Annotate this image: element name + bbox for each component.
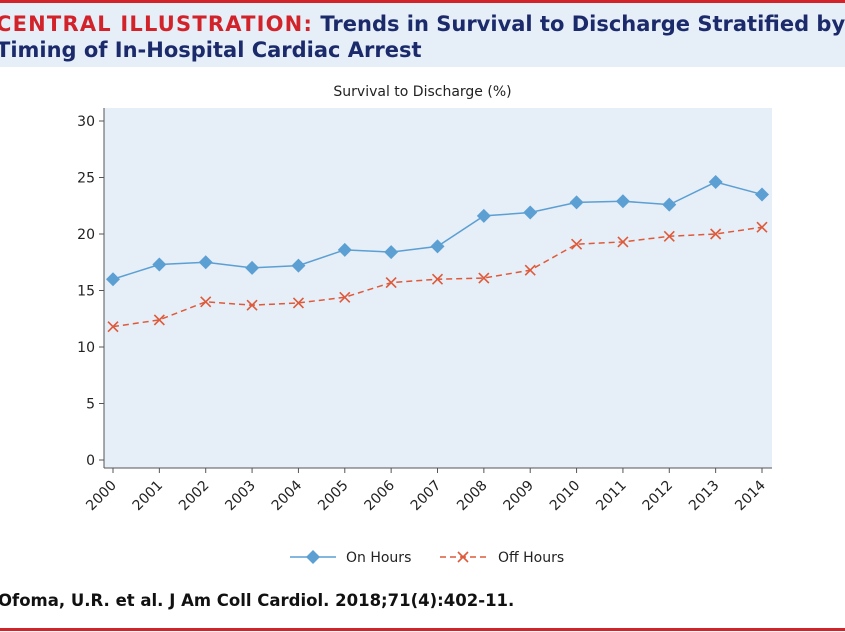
- point-off-hours: [431, 273, 444, 285]
- y-tick-label: 0: [86, 453, 95, 469]
- point-on-hours: [569, 195, 584, 210]
- legend-label: On Hours: [346, 550, 411, 566]
- footer-rule: [0, 628, 845, 631]
- point-on-hours: [106, 272, 120, 287]
- point-off-hours: [663, 230, 675, 242]
- point-on-hours: [615, 194, 630, 209]
- point-off-hours: [571, 238, 583, 250]
- x-tick-label: 2003: [222, 478, 259, 515]
- x-tick-label: 2000: [83, 478, 120, 515]
- point-off-hours: [153, 314, 165, 326]
- y-tick-label: 5: [86, 397, 95, 413]
- point-off-hours: [385, 277, 397, 289]
- point-on-hours: [430, 239, 445, 254]
- legend-marker: [306, 550, 320, 564]
- point-on-hours: [523, 205, 538, 220]
- legend-item-off-hours: Off Hours: [440, 550, 564, 566]
- point-off-hours: [756, 221, 768, 233]
- x-tick-label: 2004: [269, 477, 306, 514]
- point-on-hours: [198, 255, 213, 270]
- legend-label: Off Hours: [498, 550, 564, 566]
- point-on-hours: [384, 245, 399, 260]
- legend-marker: [457, 551, 469, 563]
- y-tick-label: 20: [77, 227, 95, 243]
- x-tick-label: 2005: [315, 478, 352, 515]
- x-tick-label: 2012: [640, 478, 677, 515]
- point-off-hours: [478, 272, 490, 284]
- header-title: Trends in Survival to Discharge Stratifi…: [320, 12, 845, 36]
- survival-line-chart: 0 5 10 15 20 25 30 2000 2001 2002 2003 2004 2005 2006…: [77, 108, 772, 566]
- point-off-hours: [524, 264, 536, 276]
- x-tick-label: 2009: [501, 478, 538, 515]
- plot-area: [104, 108, 772, 468]
- point-off-hours: [200, 296, 212, 308]
- x-tick-label: 2001: [130, 478, 167, 515]
- point-on-hours: [245, 260, 260, 275]
- x-tick-label: 2014: [732, 477, 769, 514]
- point-on-hours: [755, 187, 769, 202]
- x-tick-label: 2007: [408, 478, 445, 515]
- point-off-hours: [710, 228, 722, 240]
- point-on-hours: [662, 197, 677, 212]
- point-off-hours: [617, 236, 629, 248]
- y-tick-label: 25: [77, 171, 95, 187]
- x-tick-label: 2010: [547, 478, 584, 515]
- x-tick-label: 2011: [593, 478, 630, 515]
- point-off-hours: [107, 321, 119, 333]
- y-tick-label: 30: [77, 114, 95, 130]
- point-on-hours: [291, 258, 306, 273]
- citation: Ofoma, U.R. et al. J Am Coll Cardiol. 20…: [0, 591, 515, 610]
- legend-item-on-hours: On Hours: [290, 550, 411, 566]
- point-on-hours: [337, 242, 352, 257]
- x-tick-label: 2008: [454, 478, 491, 515]
- x-tick-label: 2013: [686, 478, 723, 515]
- chart-title: Survival to Discharge (%): [333, 84, 512, 100]
- header-banner: CENTRAL ILLUSTRATION: Trends in Survival…: [0, 0, 845, 67]
- y-tick-label: 15: [77, 284, 95, 300]
- point-off-hours: [292, 297, 304, 309]
- header-title-line1: CENTRAL ILLUSTRATION: Trends in Survival…: [0, 12, 845, 36]
- y-tick-label: 10: [77, 340, 95, 356]
- point-on-hours: [476, 208, 491, 223]
- x-tick-label: 2006: [361, 477, 398, 514]
- central-illustration-label: CENTRAL ILLUSTRATION:: [0, 12, 314, 36]
- x-tick-label: 2002: [176, 478, 213, 515]
- point-off-hours: [246, 299, 258, 311]
- header-title-line2: Timing of In-Hospital Cardiac Arrest: [0, 38, 422, 62]
- point-on-hours: [708, 175, 723, 190]
- point-on-hours: [152, 257, 167, 272]
- point-off-hours: [339, 291, 351, 303]
